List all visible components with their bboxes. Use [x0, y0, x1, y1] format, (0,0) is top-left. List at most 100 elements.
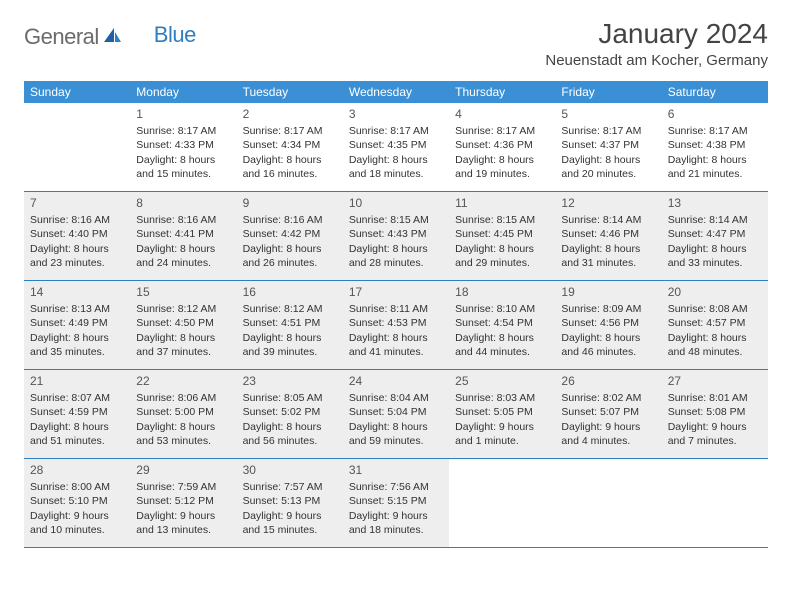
day-sunset: Sunset: 4:51 PM [243, 316, 337, 330]
day-daylight1: Daylight: 8 hours [136, 153, 230, 167]
day-sunrise: Sunrise: 8:08 AM [668, 302, 762, 316]
day-sunset: Sunset: 4:37 PM [561, 138, 655, 152]
day-sunset: Sunset: 5:13 PM [243, 494, 337, 508]
day-daylight2: and 10 minutes. [30, 523, 124, 537]
day-number: 22 [136, 373, 230, 389]
day-sunrise: Sunrise: 8:17 AM [136, 124, 230, 138]
day-daylight1: Daylight: 9 hours [455, 420, 549, 434]
day-number: 27 [668, 373, 762, 389]
day-daylight1: Daylight: 8 hours [455, 242, 549, 256]
day-number: 26 [561, 373, 655, 389]
day-daylight2: and 39 minutes. [243, 345, 337, 359]
day-daylight2: and 41 minutes. [349, 345, 443, 359]
day-sunset: Sunset: 4:49 PM [30, 316, 124, 330]
day-daylight2: and 33 minutes. [668, 256, 762, 270]
day-cell [555, 459, 661, 547]
day-number: 16 [243, 284, 337, 300]
day-sunrise: Sunrise: 8:17 AM [455, 124, 549, 138]
week-row: 7Sunrise: 8:16 AMSunset: 4:40 PMDaylight… [24, 192, 768, 281]
day-cell: 1 Sunrise: 8:17 AMSunset: 4:33 PMDaylight… [130, 103, 236, 191]
day-number: 15 [136, 284, 230, 300]
day-cell: 10Sunrise: 8:15 AMSunset: 4:43 PMDayligh… [343, 192, 449, 280]
day-number: 12 [561, 195, 655, 211]
day-daylight2: and 53 minutes. [136, 434, 230, 448]
day-cell: 17Sunrise: 8:11 AMSunset: 4:53 PMDayligh… [343, 281, 449, 369]
day-sunset: Sunset: 5:10 PM [30, 494, 124, 508]
day-daylight1: Daylight: 9 hours [349, 509, 443, 523]
day-number: 28 [30, 462, 124, 478]
day-daylight1: Daylight: 8 hours [136, 331, 230, 345]
day-cell [24, 103, 130, 191]
day-daylight1: Daylight: 9 hours [561, 420, 655, 434]
day-number: 3 [349, 106, 443, 122]
day-sunrise: Sunrise: 8:00 AM [30, 480, 124, 494]
day-sunset: Sunset: 4:33 PM [136, 138, 230, 152]
week-row: 21Sunrise: 8:07 AMSunset: 4:59 PMDayligh… [24, 370, 768, 459]
day-sunrise: Sunrise: 8:04 AM [349, 391, 443, 405]
day-daylight2: and 46 minutes. [561, 345, 655, 359]
day-sunrise: Sunrise: 8:17 AM [668, 124, 762, 138]
day-daylight1: Daylight: 8 hours [30, 420, 124, 434]
day-cell: 2Sunrise: 8:17 AMSunset: 4:34 PMDaylight… [237, 103, 343, 191]
day-number: 19 [561, 284, 655, 300]
day-daylight2: and 16 minutes. [243, 167, 337, 181]
calendar: SundayMondayTuesdayWednesdayThursdayFrid… [24, 81, 768, 548]
day-sunrise: Sunrise: 8:17 AM [243, 124, 337, 138]
day-daylight2: and 51 minutes. [30, 434, 124, 448]
day-cell: 4 Sunrise: 8:17 AMSunset: 4:36 PMDaylight… [449, 103, 555, 191]
day-sunrise: Sunrise: 8:17 AM [561, 124, 655, 138]
day-number: 1 [136, 106, 230, 122]
day-number: 4 [455, 106, 549, 122]
day-sunset: Sunset: 4:43 PM [349, 227, 443, 241]
day-daylight1: Daylight: 8 hours [561, 242, 655, 256]
day-sunset: Sunset: 4:53 PM [349, 316, 443, 330]
day-daylight2: and 18 minutes. [349, 523, 443, 537]
day-cell: 8Sunrise: 8:16 AMSunset: 4:41 PMDaylight… [130, 192, 236, 280]
day-sunset: Sunset: 5:07 PM [561, 405, 655, 419]
day-cell [662, 459, 768, 547]
weekday-header: Friday [555, 81, 661, 103]
day-cell: 31Sunrise: 7:56 AMSunset: 5:15 PMDayligh… [343, 459, 449, 547]
day-daylight2: and 24 minutes. [136, 256, 230, 270]
day-daylight1: Daylight: 8 hours [455, 153, 549, 167]
logo: General Blue [24, 18, 196, 50]
day-sunrise: Sunrise: 8:01 AM [668, 391, 762, 405]
day-daylight2: and 21 minutes. [668, 167, 762, 181]
day-sunrise: Sunrise: 8:16 AM [243, 213, 337, 227]
day-sunset: Sunset: 4:35 PM [349, 138, 443, 152]
day-sunrise: Sunrise: 8:17 AM [349, 124, 443, 138]
day-daylight2: and 35 minutes. [30, 345, 124, 359]
day-daylight1: Daylight: 8 hours [243, 331, 337, 345]
day-cell: 7Sunrise: 8:16 AMSunset: 4:40 PMDaylight… [24, 192, 130, 280]
day-number: 8 [136, 195, 230, 211]
day-daylight1: Daylight: 8 hours [668, 153, 762, 167]
day-sunrise: Sunrise: 8:13 AM [30, 302, 124, 316]
day-sunrise: Sunrise: 8:10 AM [455, 302, 549, 316]
day-cell: 13Sunrise: 8:14 AMSunset: 4:47 PMDayligh… [662, 192, 768, 280]
day-sunset: Sunset: 4:56 PM [561, 316, 655, 330]
day-sunrise: Sunrise: 8:15 AM [455, 213, 549, 227]
weekday-header: Monday [130, 81, 236, 103]
day-sunrise: Sunrise: 7:56 AM [349, 480, 443, 494]
weekday-header: Saturday [662, 81, 768, 103]
day-sunset: Sunset: 4:36 PM [455, 138, 549, 152]
logo-text-blue: Blue [154, 22, 196, 48]
day-sunset: Sunset: 4:41 PM [136, 227, 230, 241]
day-sunset: Sunset: 4:57 PM [668, 316, 762, 330]
location-label: Neuenstadt am Kocher, Germany [545, 52, 768, 69]
day-sunrise: Sunrise: 8:16 AM [136, 213, 230, 227]
day-sunrise: Sunrise: 8:14 AM [668, 213, 762, 227]
day-cell: 16Sunrise: 8:12 AMSunset: 4:51 PMDayligh… [237, 281, 343, 369]
day-sunset: Sunset: 4:34 PM [243, 138, 337, 152]
day-cell: 9Sunrise: 8:16 AMSunset: 4:42 PMDaylight… [237, 192, 343, 280]
day-daylight1: Daylight: 8 hours [349, 420, 443, 434]
weekday-header: Sunday [24, 81, 130, 103]
day-daylight2: and 13 minutes. [136, 523, 230, 537]
weekday-header: Tuesday [237, 81, 343, 103]
day-sunset: Sunset: 4:38 PM [668, 138, 762, 152]
weekday-header: Thursday [449, 81, 555, 103]
day-number: 14 [30, 284, 124, 300]
day-daylight2: and 7 minutes. [668, 434, 762, 448]
day-daylight2: and 28 minutes. [349, 256, 443, 270]
day-daylight2: and 44 minutes. [455, 345, 549, 359]
